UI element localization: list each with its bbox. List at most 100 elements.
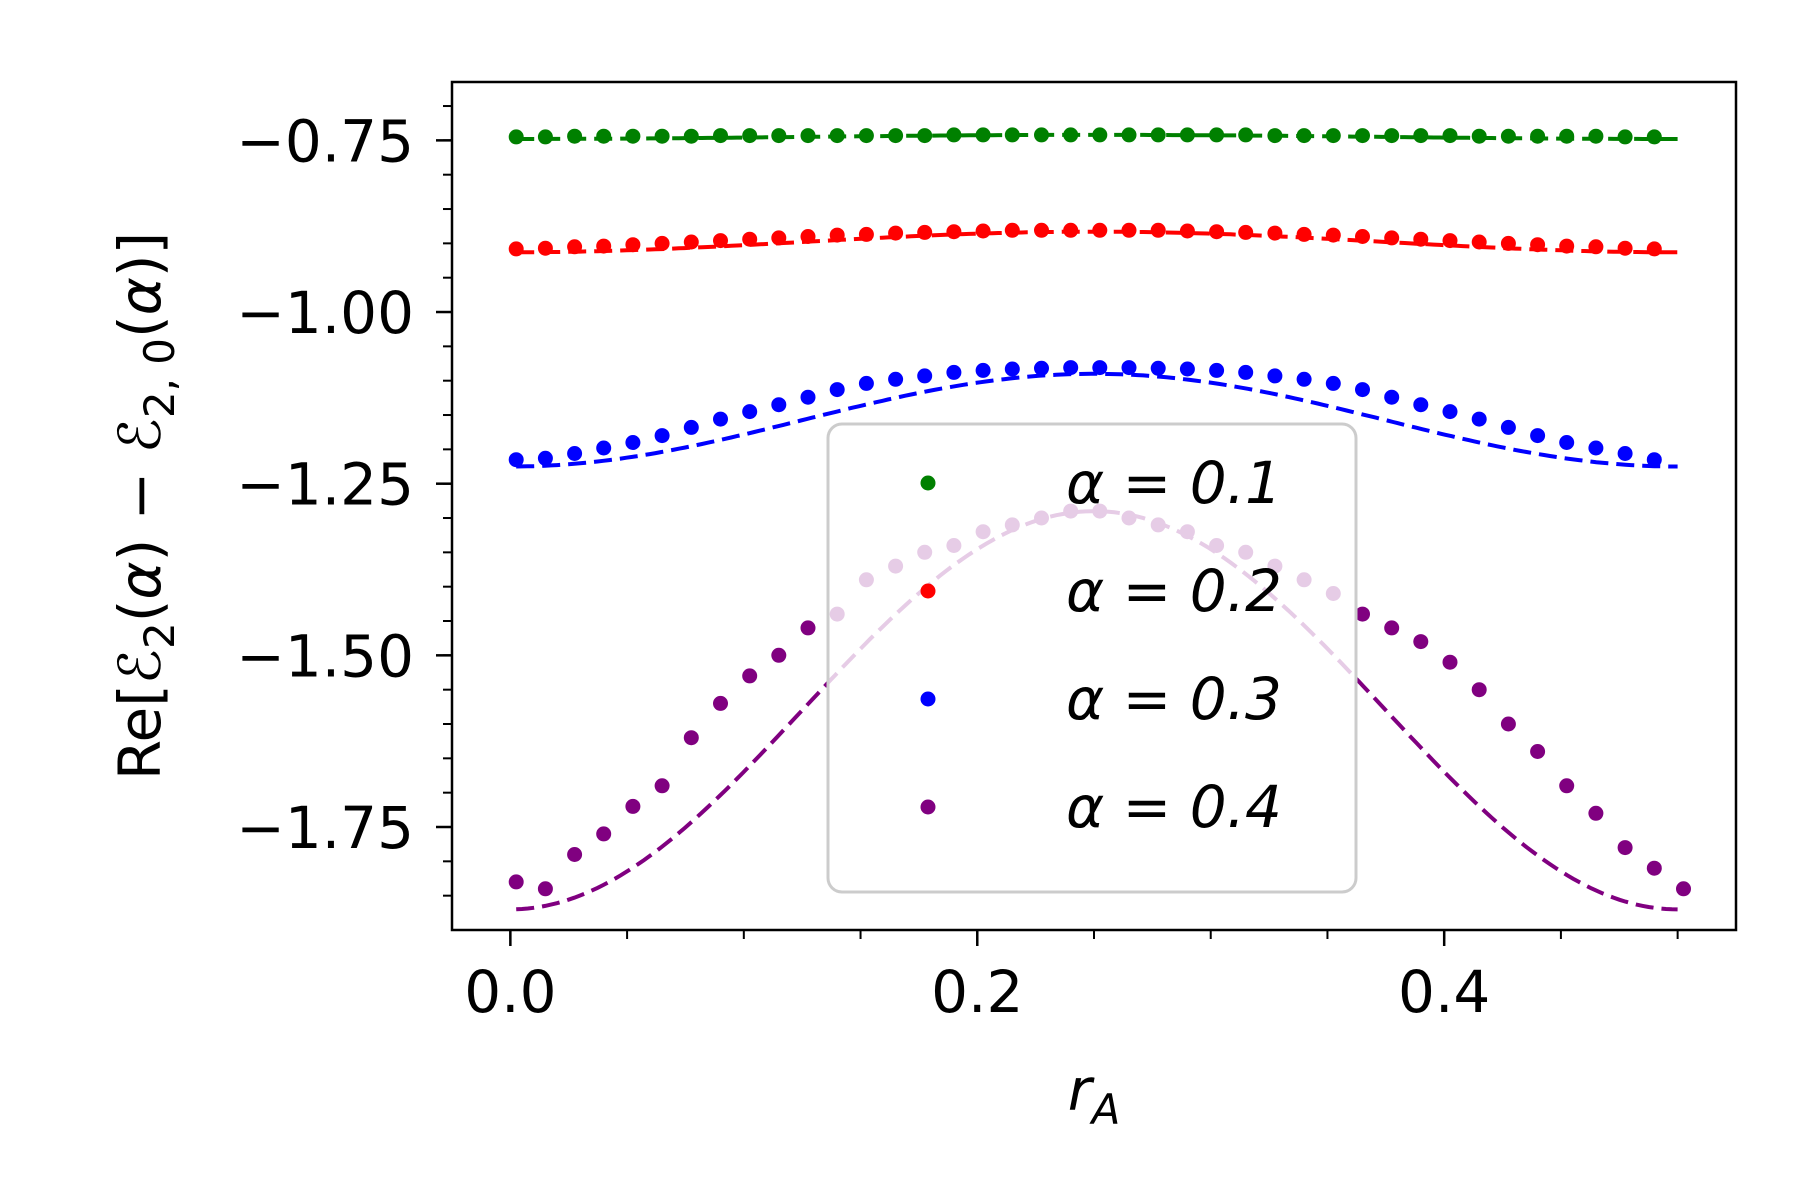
data-point-series-2	[742, 404, 758, 420]
data-point-series-0	[713, 128, 728, 144]
data-point-series-0	[1617, 129, 1633, 145]
data-point-series-0	[1267, 128, 1283, 144]
data-point-series-1	[1034, 222, 1049, 238]
data-point-series-2	[596, 440, 612, 456]
data-point-series-0	[800, 128, 816, 144]
data-point-series-0	[1209, 127, 1225, 143]
data-point-series-2	[1267, 368, 1283, 384]
data-point-series-1	[1355, 229, 1370, 244]
data-point-series-2	[508, 452, 524, 468]
data-point-series-0	[1471, 128, 1487, 144]
data-point-series-1	[1413, 231, 1429, 247]
data-point-series-2	[1530, 428, 1546, 444]
data-point-series-2	[1325, 375, 1341, 391]
data-point-series-3	[1617, 840, 1633, 856]
x-axis: 0.0 0.2 0.4	[464, 930, 1679, 1026]
data-point-series-1	[508, 241, 524, 257]
data-point-series-1	[567, 239, 583, 255]
data-point-series-2	[771, 397, 787, 413]
data-point-series-3	[567, 847, 583, 862]
x-axis-label: rA	[1068, 1056, 1121, 1134]
data-point-series-2	[1646, 452, 1662, 468]
data-point-series-2	[1559, 435, 1575, 450]
y-tick-label: −1.50	[236, 622, 414, 690]
data-point-series-0	[946, 127, 962, 143]
data-point-series-3	[1413, 634, 1429, 650]
data-point-series-1	[946, 224, 962, 240]
data-point-series-1	[1121, 222, 1137, 238]
data-point-series-2	[1355, 382, 1370, 398]
data-point-series-1	[1238, 224, 1254, 240]
data-point-series-1	[1209, 224, 1225, 240]
data-point-series-3	[1559, 778, 1575, 794]
data-point-series-3	[508, 874, 524, 890]
data-point-series-1	[1004, 222, 1020, 238]
data-point-series-2	[683, 419, 699, 435]
data-point-series-1	[1471, 234, 1487, 250]
legend-label: α = 0.3	[1066, 665, 1282, 733]
data-point-series-3	[1471, 682, 1487, 698]
data-point-series-3	[713, 695, 728, 711]
data-point-series-0	[537, 129, 553, 145]
data-point-series-3	[683, 730, 699, 746]
data-point-series-1	[1063, 222, 1079, 238]
data-point-series-2	[1121, 360, 1137, 376]
data-point-series-0	[917, 128, 933, 144]
data-point-series-1	[1588, 239, 1604, 255]
data-point-series-2	[625, 435, 641, 450]
data-point-series-3	[654, 778, 670, 794]
data-point-series-0	[1355, 128, 1370, 144]
data-point-series-2	[888, 371, 904, 387]
data-point-series-0	[625, 128, 641, 144]
legend-marker	[920, 691, 936, 707]
x-tick-label: 0.2	[931, 958, 1023, 1026]
data-point-series-0	[1559, 128, 1575, 144]
data-point-series-1	[1150, 222, 1166, 238]
data-point-series-2	[1296, 371, 1312, 387]
y-axis-label: Re[ℰ2(α) − ℰ2, 0(α)]	[106, 232, 184, 780]
data-point-series-1	[1646, 241, 1662, 257]
data-point-series-2	[1179, 361, 1195, 377]
data-point-series-1	[683, 234, 699, 250]
data-point-series-1	[771, 230, 787, 246]
data-point-series-2	[1617, 446, 1633, 461]
data-point-series-0	[858, 128, 874, 144]
x-tick-label: 0.0	[464, 958, 556, 1026]
y-tick-label: −1.75	[236, 794, 414, 862]
data-point-series-0	[1413, 128, 1429, 144]
data-point-series-1	[742, 231, 758, 247]
data-point-series-3	[1384, 620, 1400, 636]
data-point-series-0	[771, 128, 787, 144]
legend-label: α = 0.2	[1066, 557, 1282, 625]
data-point-series-2	[1442, 404, 1458, 420]
data-point-series-1	[888, 225, 904, 241]
data-point-series-2	[1150, 360, 1166, 376]
y-tick-label: −1.00	[236, 279, 414, 347]
data-point-series-3	[1442, 654, 1458, 670]
data-point-series-3	[1500, 716, 1516, 732]
legend-label: α = 0.1	[1066, 449, 1282, 517]
data-point-series-0	[1530, 128, 1546, 144]
data-point-series-0	[1296, 128, 1312, 144]
data-point-series-2	[1063, 360, 1079, 376]
data-point-series-2	[800, 389, 816, 405]
data-point-series-0	[1442, 128, 1458, 144]
data-point-series-1	[800, 229, 816, 244]
data-point-series-3	[1676, 881, 1691, 897]
data-point-series-2	[975, 362, 991, 378]
data-point-series-2	[917, 368, 933, 384]
data-point-series-0	[654, 128, 670, 144]
data-point-series-2	[1209, 362, 1225, 378]
y-tick-label: −1.25	[236, 451, 414, 519]
data-point-series-1	[537, 240, 553, 256]
data-point-series-0	[1646, 129, 1662, 145]
data-point-series-2	[567, 446, 583, 461]
data-point-series-1	[1617, 240, 1633, 256]
data-point-series-1	[858, 226, 874, 242]
data-point-series-3	[771, 647, 787, 663]
data-point-series-2	[1004, 361, 1020, 377]
data-point-series-3	[1530, 744, 1546, 759]
data-point-series-2	[1238, 364, 1254, 380]
